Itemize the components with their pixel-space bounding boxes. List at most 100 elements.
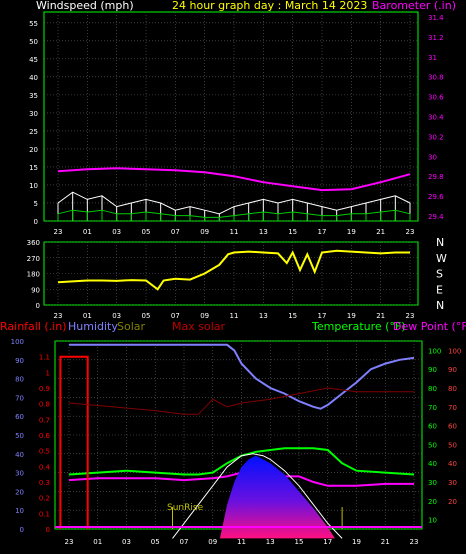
- baro-tick-29-6: 29.6: [428, 193, 444, 201]
- x-tick-23-0: 23: [54, 228, 63, 236]
- x-tick-01-1: 01: [83, 312, 92, 320]
- x-tick-17-9: 17: [318, 228, 327, 236]
- baro-tick-29-8: 29.8: [428, 173, 444, 181]
- x-tick-09-5: 09: [200, 228, 209, 236]
- wind-tick-20: 20: [29, 146, 38, 154]
- dew-tick-80: 80: [448, 385, 457, 393]
- rain-tick-0-5: 0.5: [39, 448, 50, 456]
- x-tick-19-10: 19: [347, 312, 356, 320]
- series-humidity: [69, 343, 415, 410]
- dew-point-label: Dew Point (°F): [393, 320, 466, 333]
- x-tick-09-5: 09: [208, 538, 217, 546]
- panel1-frame: [43, 11, 419, 222]
- x-tick-01-1: 01: [83, 228, 92, 236]
- direction-line-0: [57, 249, 410, 291]
- dew-tick-70: 70: [448, 404, 457, 412]
- humidity-label: Humidity: [68, 320, 118, 333]
- humidity-tick-100: 100: [11, 338, 24, 346]
- wind-tick-50: 50: [29, 38, 38, 46]
- rain-tick-0-7: 0.7: [39, 416, 50, 424]
- wind-tick-0: 0: [34, 218, 38, 226]
- x-tick-23-0: 23: [54, 312, 63, 320]
- sunrise-label: SunRise: [167, 503, 204, 513]
- temp-tick-50: 50: [428, 441, 437, 449]
- solar-area: [219, 455, 335, 539]
- panel1-grid: [44, 12, 418, 222]
- panel2-x-ticks: 23 01 03 05 07 09 11 13 15 17 19 21 23: [54, 312, 415, 320]
- x-tick-17-9: 17: [318, 312, 327, 320]
- rain-tick-0: 0: [46, 526, 50, 534]
- barometer-ticks: 29.4 29.6 29.8 30 30.2 30.4 30.6 30.8 31 31.2 31.4: [428, 14, 444, 221]
- solar-label: Solar: [117, 320, 146, 333]
- series-line-2: [57, 167, 411, 192]
- series-barometer-trace: [68, 387, 414, 415]
- x-tick-21-11: 21: [376, 228, 385, 236]
- series-max-solar: [172, 453, 343, 539]
- x-tick-03-2: 03: [122, 538, 131, 546]
- temp-tick-30: 30: [428, 479, 437, 487]
- baro-tick-31: 31: [428, 54, 437, 62]
- x-tick-07-4: 07: [171, 228, 180, 236]
- panel3-series: [55, 343, 422, 539]
- wind-tick-10: 10: [29, 182, 38, 190]
- baro-tick-29-4: 29.4: [428, 213, 444, 221]
- x-tick-13-7: 13: [266, 538, 275, 546]
- x-tick-13-7: 13: [259, 228, 268, 236]
- temp-tick-100: 100: [428, 347, 441, 355]
- x-tick-23-12: 23: [410, 538, 419, 546]
- x-tick-07-4: 07: [171, 312, 180, 320]
- barometer-axis-label: Barometer (.in): [372, 0, 456, 12]
- dir-tick-0: 0: [36, 302, 40, 310]
- dew-tick-20: 20: [448, 498, 457, 506]
- wind-barometer-panel: Windspeed (mph) 24 hour graph day : Marc…: [29, 0, 456, 236]
- series-rainfall-in: [59, 355, 89, 529]
- temp-tick-70: 70: [428, 404, 437, 412]
- dir-tick-270: 270: [27, 255, 40, 263]
- max-solar-label: Max solar: [172, 320, 225, 333]
- humidity-tick-50: 50: [15, 432, 24, 440]
- x-tick-03-2: 03: [112, 312, 121, 320]
- temp-tick-60: 60: [428, 423, 437, 431]
- panel1-x-ticks: 23 01 03 05 07 09 11 13 15 17 19 21 23: [54, 228, 415, 236]
- series-temperature-f: [68, 447, 415, 476]
- x-tick-15-8: 15: [288, 312, 297, 320]
- humidity-tick-60: 60: [15, 413, 24, 421]
- dew-tick-60: 60: [448, 423, 457, 431]
- compass-n-4: N: [436, 299, 444, 312]
- panel1-series: [57, 167, 411, 221]
- humidity-tick-20: 20: [15, 488, 24, 496]
- wind-tick-25: 25: [29, 128, 38, 136]
- rain-tick-0-1: 0.1: [39, 510, 50, 518]
- chart-title: 24 hour graph day : March 14 2023: [172, 0, 367, 12]
- x-tick-11-6: 11: [230, 312, 239, 320]
- temp-humidity-solar-panel: Rainfall (.in) Humidity Solar Max solar …: [0, 320, 466, 546]
- x-tick-11-6: 11: [230, 228, 239, 236]
- wind-tick-30: 30: [29, 110, 38, 118]
- x-tick-01-1: 01: [93, 538, 102, 546]
- humidity-tick-80: 80: [15, 376, 24, 384]
- humidity-tick-10: 10: [15, 507, 24, 515]
- baro-tick-30-8: 30.8: [428, 74, 444, 82]
- rainfall-label: Rainfall (.in): [0, 320, 67, 333]
- baro-tick-30: 30: [428, 153, 437, 161]
- rain-tick-1-1: 1.1: [39, 354, 50, 362]
- x-tick-05-3: 05: [142, 312, 151, 320]
- compass-e-3: E: [436, 283, 443, 296]
- wind-tick-55: 55: [29, 20, 38, 28]
- rain-tick-0-4: 0.4: [39, 463, 51, 471]
- dew-tick-40: 40: [448, 460, 457, 468]
- x-tick-17-9: 17: [323, 538, 332, 546]
- dew-tick-90: 90: [448, 366, 457, 374]
- temp-tick-40: 40: [428, 460, 437, 468]
- rain-tick-0-6: 0.6: [39, 432, 51, 440]
- x-tick-13-7: 13: [259, 312, 268, 320]
- dew-tick-100: 100: [448, 347, 461, 355]
- x-tick-21-11: 21: [381, 538, 390, 546]
- dew-tick-30: 30: [448, 479, 457, 487]
- panel3-y-ticks: 0 10 20 30 40 50 60 70 80 90 100 0 0.1 0.2 0.3 0.4 0.5 0.…: [11, 338, 462, 534]
- wind-ticks: 0 5 10 15 20 25 30 35 40 45 50 55: [29, 20, 38, 226]
- x-tick-07-4: 07: [180, 538, 189, 546]
- humidity-tick-0: 0: [20, 526, 24, 534]
